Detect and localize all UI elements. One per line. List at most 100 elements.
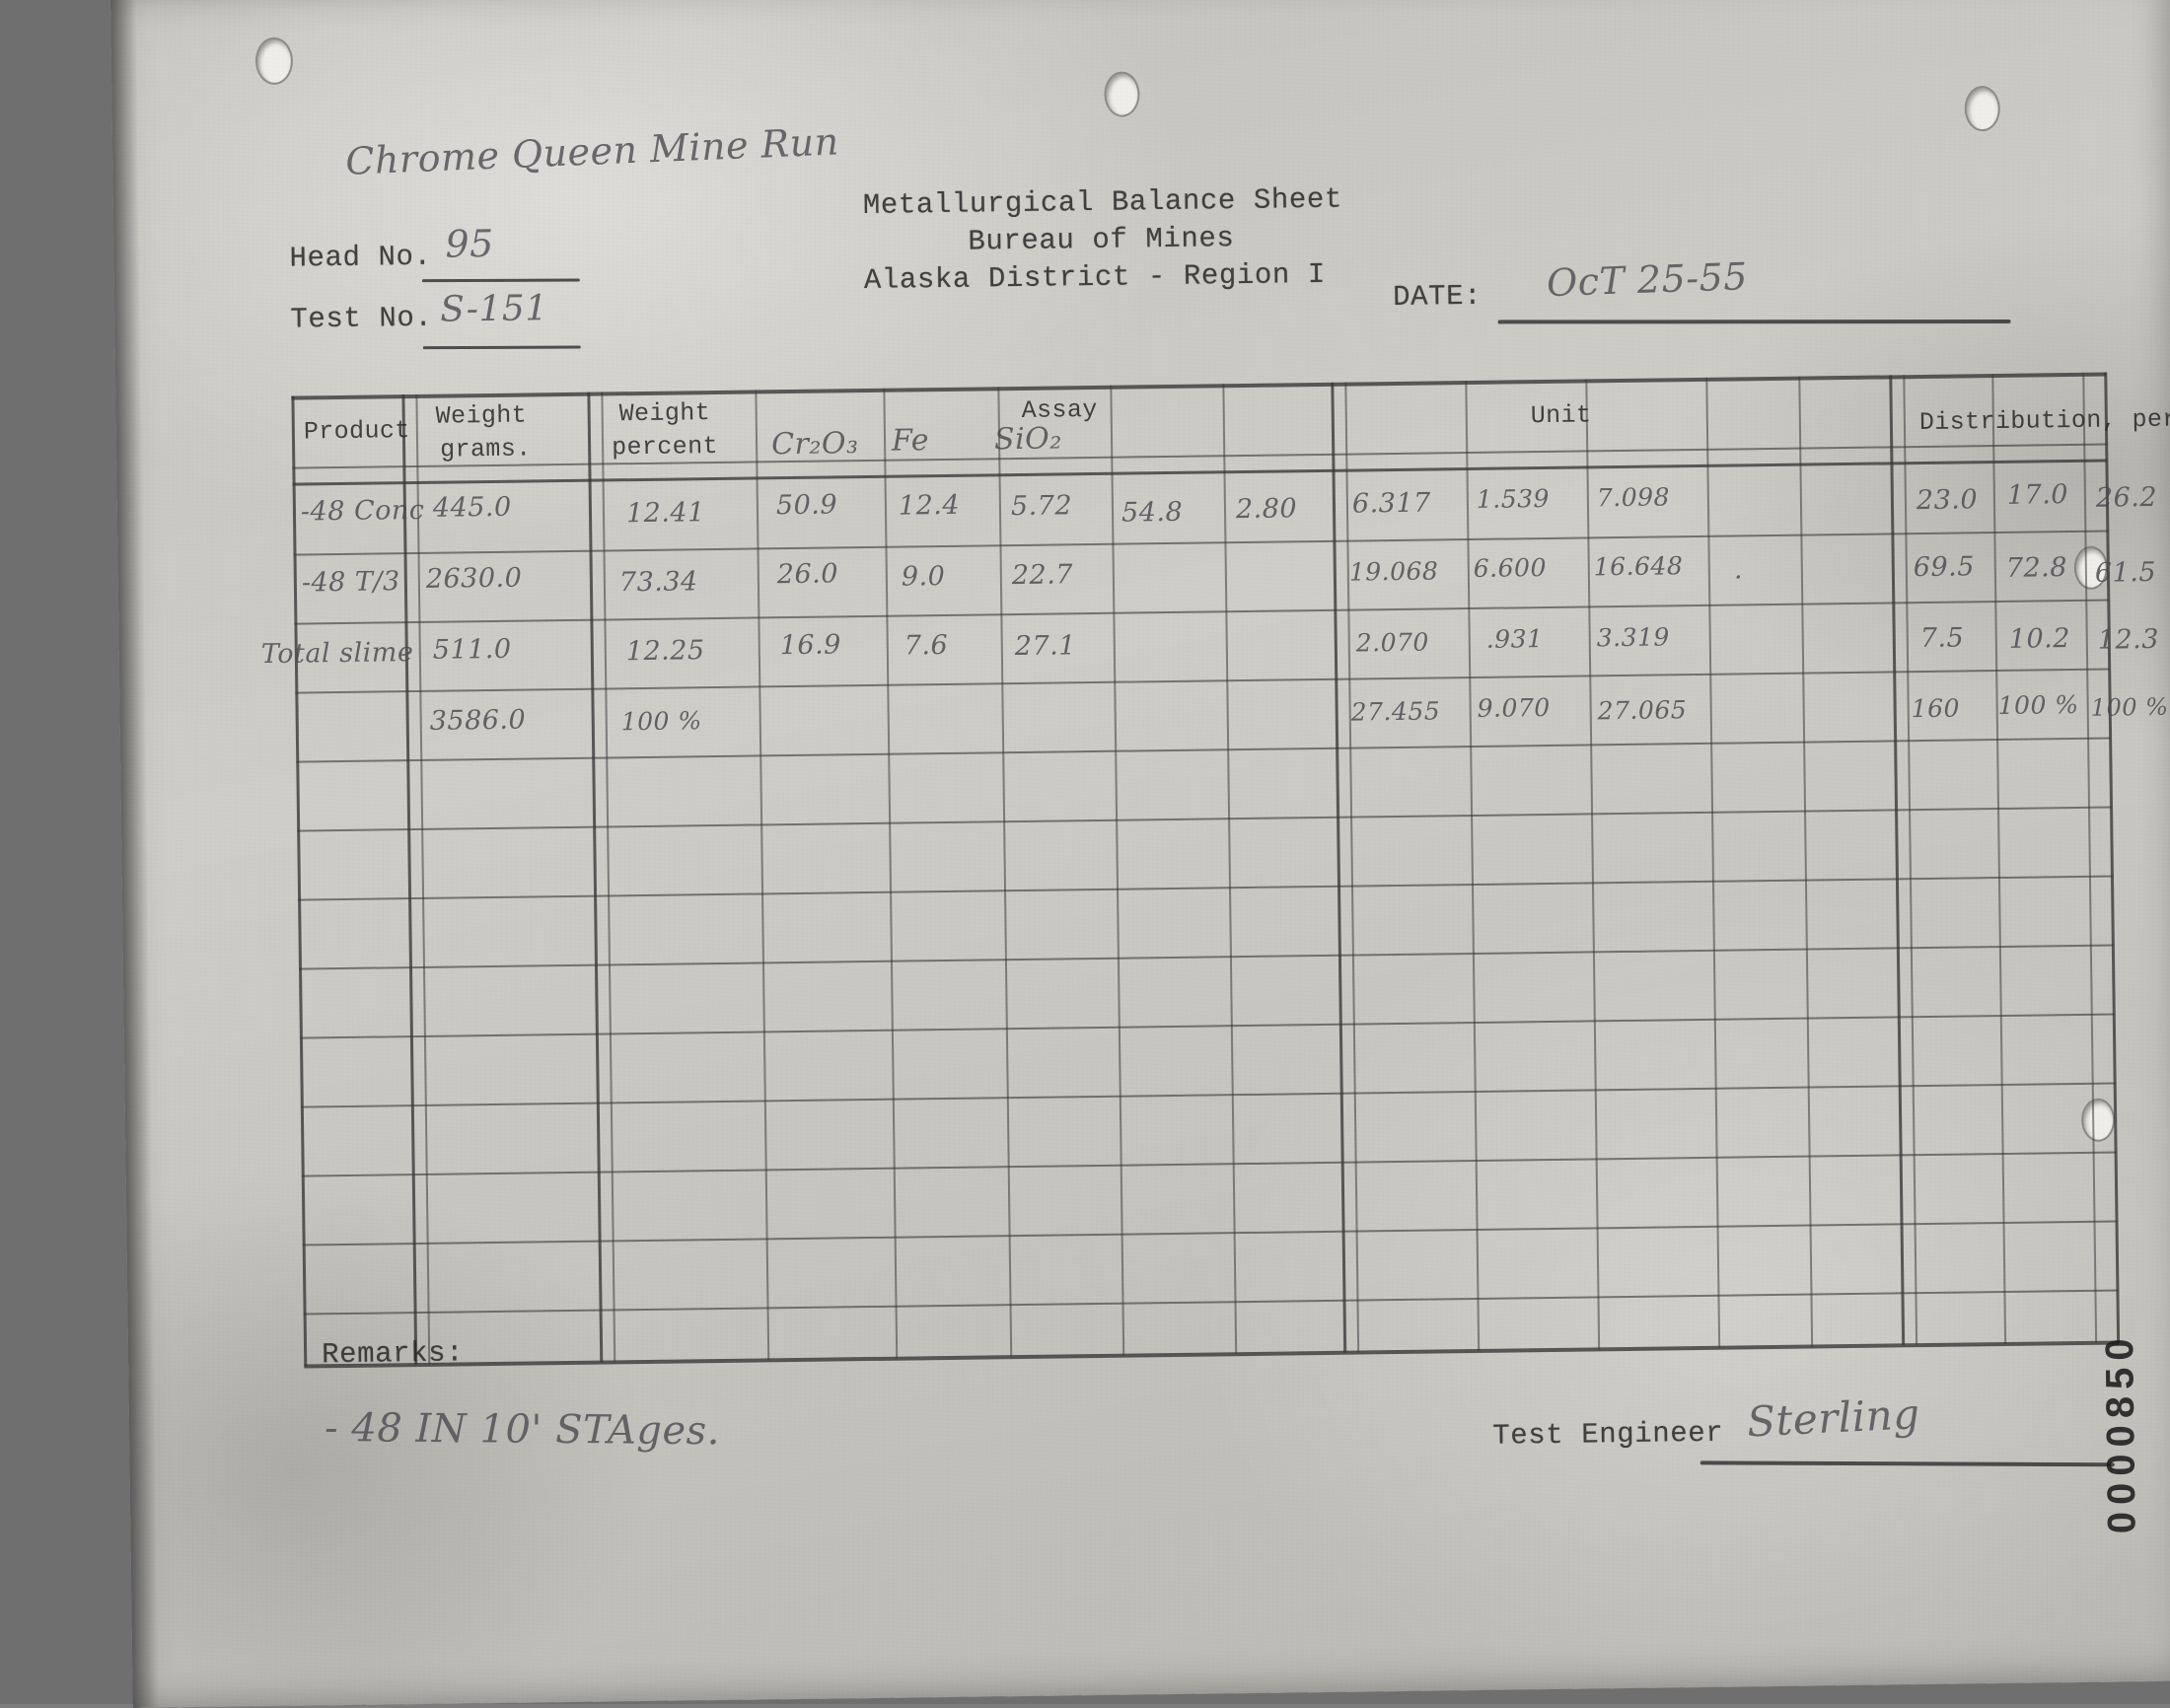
remarks-value: - 48 IN 10' STAges. <box>325 1405 720 1454</box>
col-product-right-a <box>401 394 417 1365</box>
table-row-unit-fe: .931 <box>1486 624 1544 654</box>
test-engineer-signature: Sterling <box>1746 1389 1921 1446</box>
col-assay-1-right <box>883 389 898 1359</box>
table-row-unit-sio2: 27.065 <box>1598 695 1688 725</box>
col-unit-2-right <box>1585 379 1600 1349</box>
col-assay-4-right <box>1222 384 1237 1354</box>
table-row-assay-cr2o3: 16.9 <box>780 629 842 661</box>
table-row-assay-sio2: 5.72 <box>1011 490 1073 522</box>
col-weight-grams-right-b <box>601 391 615 1362</box>
printed-title-line-1: Metallurgical Balance Sheet <box>863 183 1342 222</box>
archive-stamp-number: 0000850 <box>2098 1331 2145 1533</box>
header-weight-grams-line2: grams. <box>440 434 532 463</box>
col-weight-grams-right-a <box>587 392 603 1363</box>
test-no-value: S-151 <box>440 288 548 329</box>
table-row-assay-extra1: 54.8 <box>1121 497 1184 529</box>
table-row-assay-extra2: 2.80 <box>1236 493 1298 525</box>
row-divider-2 <box>294 600 2109 625</box>
head-no-value: 95 <box>445 222 494 266</box>
date-underline <box>1498 320 2011 323</box>
table-row-dist-fe: 72.8 <box>2006 552 2068 584</box>
table-border-bottom <box>304 1340 2119 1368</box>
table-row-assay-fe: 7.6 <box>904 630 949 662</box>
col-unit-4-right <box>1798 377 1813 1347</box>
table-row-dist-sio2: 100 % <box>2091 693 2169 722</box>
table-row-weight-grams: 511.0 <box>433 634 512 666</box>
table-row-product: Total slime <box>261 637 414 670</box>
date-label: DATE: <box>1393 280 1482 314</box>
test-engineer-label: Test Engineer <box>1492 1417 1723 1453</box>
table-row-dist-cr2o3: 69.5 <box>1914 551 1976 583</box>
table-row-weight-percent: 100 % <box>621 706 702 736</box>
table-row-unit-fe: 6.600 <box>1474 553 1547 583</box>
table-row-unit-sio2: 16.648 <box>1594 551 1684 581</box>
table-row-dist-sio2: 61.5 <box>2095 557 2157 589</box>
row-divider-5 <box>297 807 2112 832</box>
header-product: Product <box>304 416 410 446</box>
col-border-right <box>2104 373 2120 1343</box>
table-row-product: -48 Conc <box>301 495 425 528</box>
assay-subheader-sio2: SiO₂ <box>994 421 1062 457</box>
table-row-dist-fe: 100 % <box>1997 690 2078 720</box>
test-no-underline <box>423 345 581 349</box>
header-weight-percent-line1: Weight <box>618 398 710 428</box>
table-row-unit-fe: 9.070 <box>1477 693 1550 723</box>
head-no-label: Head No. <box>289 241 431 275</box>
handwritten-title: Chrome Queen Mine Run <box>344 119 839 182</box>
metallurgical-balance-table: Product Weight grams. Weight percent Ass… <box>291 373 2119 1367</box>
table-row-dist-cr2o3: 7.5 <box>1920 622 1965 654</box>
table-row-dist-sio2: 26.2 <box>2096 482 2158 514</box>
table-row-assay-fe: 12.4 <box>899 490 961 522</box>
printed-title-line-3: Alaska District - Region I <box>864 258 1326 297</box>
table-row-weight-percent: 12.41 <box>626 497 705 529</box>
table-row-weight-percent: 73.34 <box>619 566 698 598</box>
table-row-assay-sio2: 22.7 <box>1012 559 1074 591</box>
assay-subheader-fe: Fe <box>892 423 929 458</box>
table-row-assay-cr2o3: 50.9 <box>776 489 838 521</box>
assay-subheader-cr2o3: Cr₂O₃ <box>771 426 859 462</box>
table-row-unit-fe: 1.539 <box>1477 484 1550 514</box>
punch-hole-left <box>257 39 292 83</box>
table-row-dist-sio2: 12.3 <box>2098 624 2160 656</box>
header-weight-grams-line1: Weight <box>435 401 527 431</box>
col-unit-1-right <box>1465 381 1480 1351</box>
row-divider-3 <box>295 669 2110 694</box>
table-row-unit-sio2: 3.319 <box>1597 622 1670 652</box>
table-row-dist-cr2o3: 23.0 <box>1917 484 1979 516</box>
table-row-weight-grams: 3586.0 <box>430 705 527 737</box>
row-divider-8 <box>300 1013 2115 1038</box>
table-row-dist-fe: 17.0 <box>2007 479 2069 511</box>
test-engineer-underline <box>1700 1460 2115 1466</box>
sheet-content: Chrome Queen Mine Run Metallurgical Bala… <box>110 0 2170 1708</box>
table-border-top <box>291 373 2106 400</box>
punch-hole-right <box>1966 88 1998 129</box>
punch-hole-center <box>1106 73 1138 114</box>
table-row-unit-cr2o3: 6.317 <box>1352 488 1431 520</box>
header-distribution: Distribution, percent <box>1919 404 2170 437</box>
col-weight-percent-right <box>755 390 769 1360</box>
table-row-product: -48 T/3 <box>302 566 400 598</box>
balance-sheet-paper: Chrome Queen Mine Run Metallurgical Bala… <box>110 0 2170 1708</box>
row-divider-4 <box>296 738 2111 763</box>
test-no-label: Test No. <box>290 302 432 336</box>
remarks-label: Remarks: <box>322 1336 464 1371</box>
col-assay-3-right <box>1110 386 1124 1356</box>
col-assay-block-right-b <box>1344 383 1359 1353</box>
table-row-weight-percent: 12.25 <box>626 635 705 667</box>
col-product-right-b <box>415 394 430 1365</box>
col-border-left <box>291 396 307 1367</box>
col-dist-1-right <box>1991 374 2006 1344</box>
row-divider-6 <box>298 876 2113 901</box>
table-row-assay-sio2: 27.1 <box>1015 630 1077 662</box>
table-row-unit-cr2o3: 2.070 <box>1356 628 1429 658</box>
table-row-dist-fe: 10.2 <box>2009 623 2071 655</box>
table-row-unit-cr2o3: 27.455 <box>1351 696 1441 726</box>
date-value: OcT 25-55 <box>1546 254 1748 305</box>
header-unit: Unit <box>1531 400 1592 430</box>
table-row-unit-cr2o3: 19.068 <box>1349 556 1439 586</box>
table-row-weight-grams: 445.0 <box>433 492 512 524</box>
col-unit-block-right-b <box>1903 375 1917 1345</box>
col-assay-block-right-a <box>1331 383 1346 1353</box>
row-divider-1 <box>293 531 2108 556</box>
